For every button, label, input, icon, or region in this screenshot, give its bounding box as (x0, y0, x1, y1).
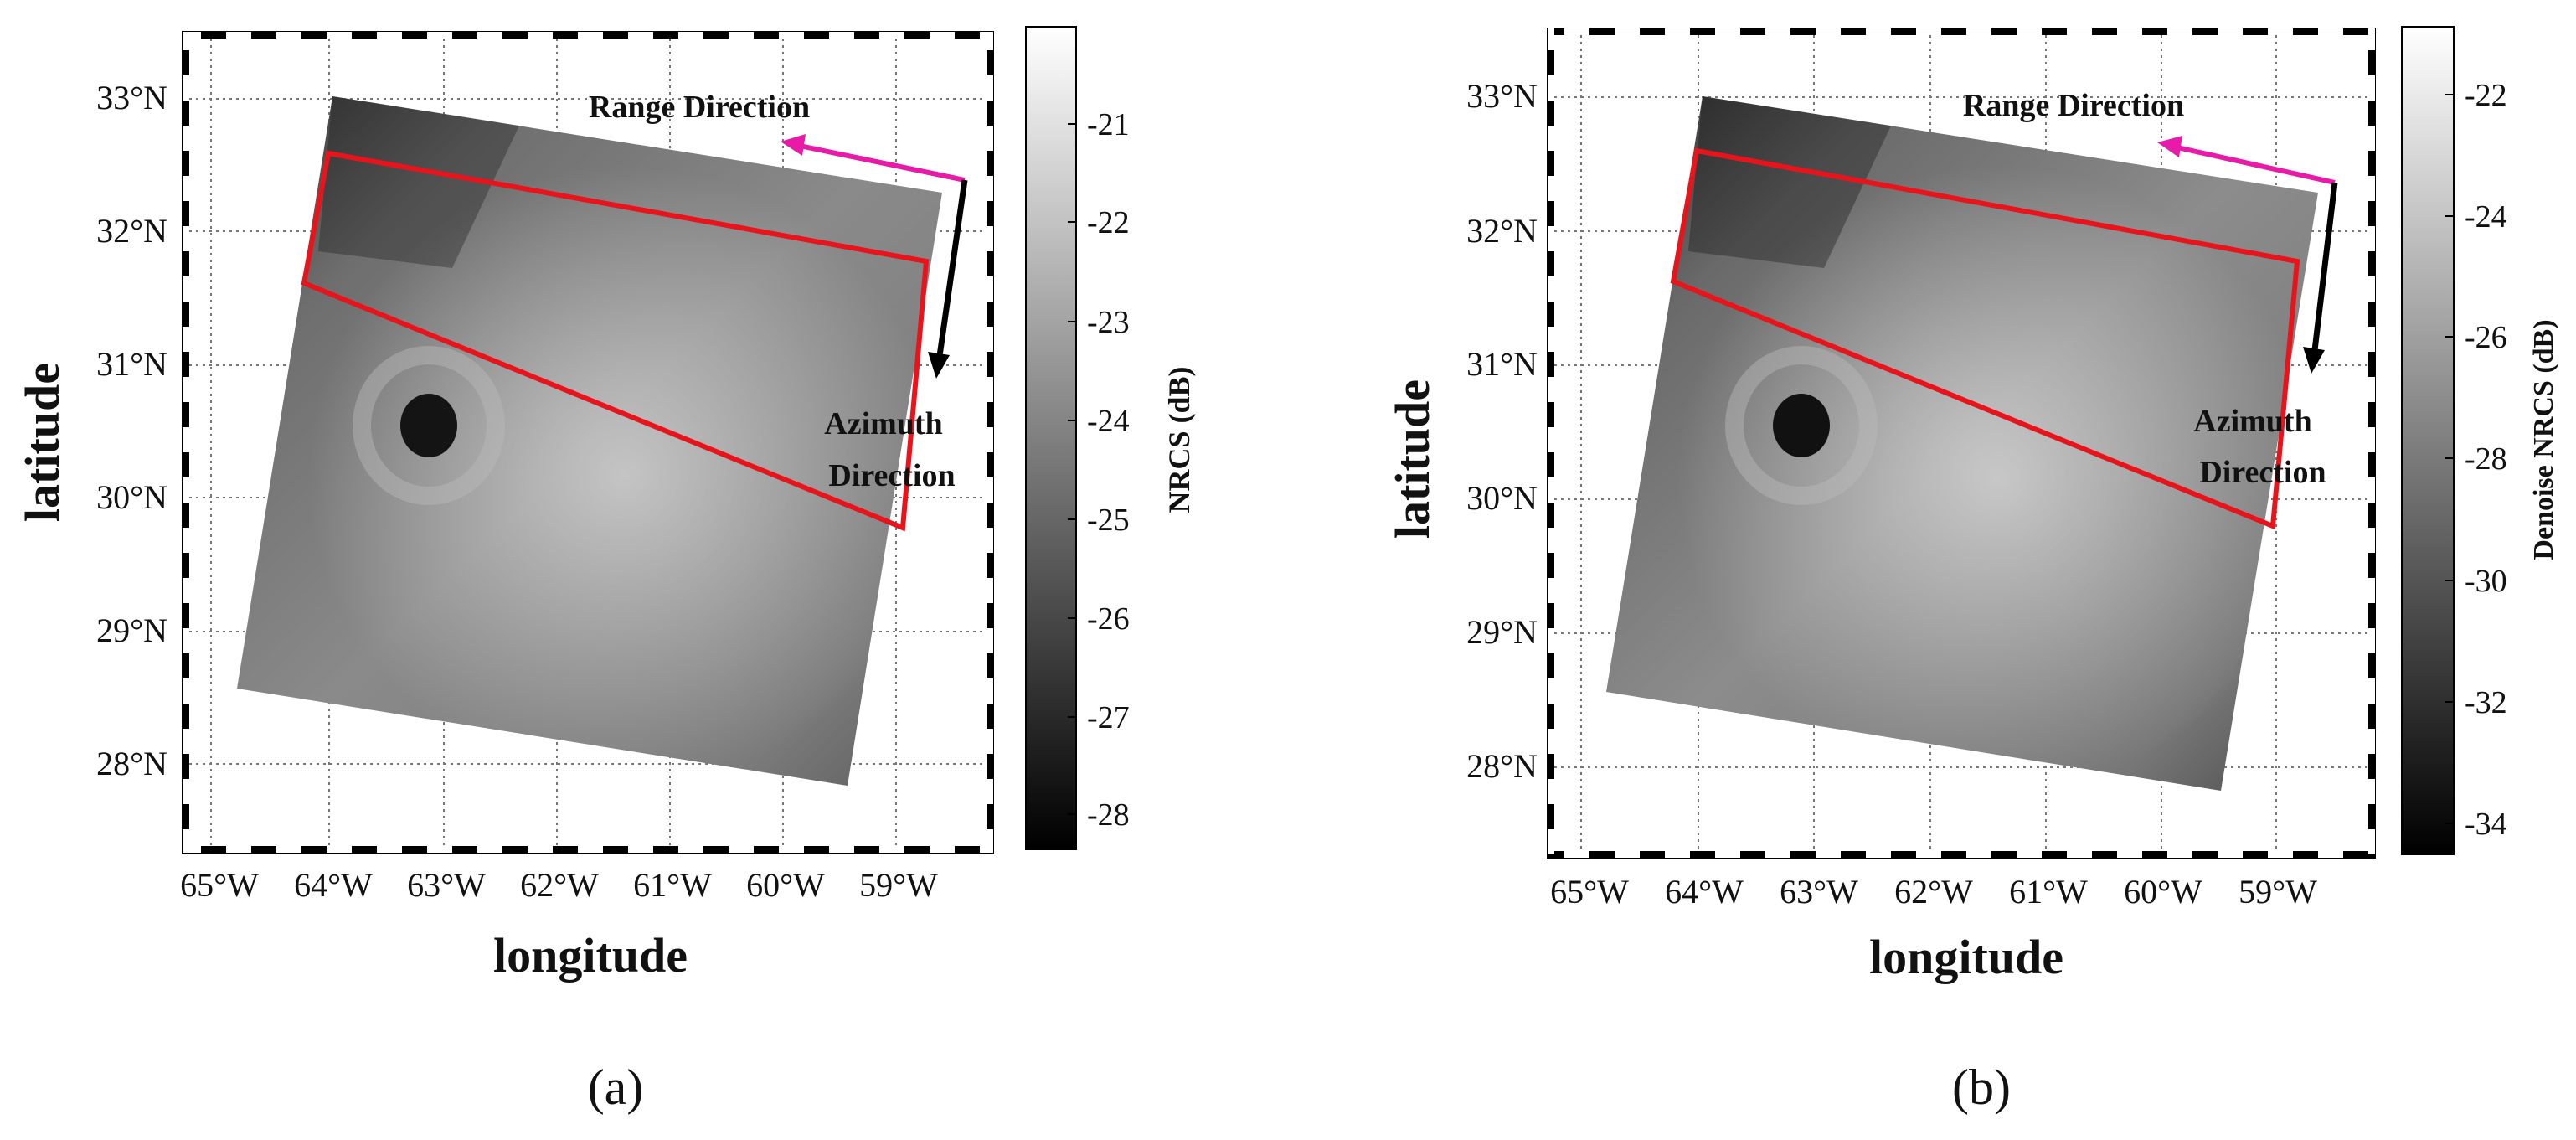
range-direction-label: Range Direction (1963, 88, 2184, 123)
colorbar-tick: -24 (1087, 404, 1130, 439)
colorbar (1025, 26, 1077, 850)
colorbar-ticks (1068, 123, 1076, 815)
lon-tick: 64°W (294, 866, 373, 904)
frame-top (183, 32, 993, 39)
colorbar-tick: -25 (1087, 503, 1130, 538)
lat-tick: 32°N (96, 212, 167, 250)
lat-tick: 29°N (96, 611, 167, 649)
frame-right (987, 32, 993, 853)
figure-panel-a: Range Direction Azimuth Direction 33°N 3… (15, 26, 1196, 1115)
lon-tick: 59°W (859, 866, 938, 904)
lon-tick: 63°W (1780, 873, 1858, 910)
panel-caption: (b) (1952, 1060, 2011, 1115)
hurricane-eye (1773, 394, 1830, 457)
y-axis-label: latitude (15, 363, 70, 522)
frame-left (1548, 28, 1554, 858)
study-region-box (1670, 147, 2300, 530)
colorbar-tick: -30 (2465, 564, 2507, 599)
range-direction-label: Range Direction (589, 90, 810, 125)
range-arrow (2157, 136, 2336, 185)
panel-caption: (a) (588, 1060, 644, 1115)
range-arrow (781, 134, 966, 183)
lon-tick: 64°W (1665, 873, 1744, 910)
lon-tick: 61°W (2009, 873, 2088, 910)
lon-tick: 65°W (1550, 873, 1629, 910)
x-axis-label: longitude (493, 928, 688, 983)
lat-tick: 32°N (1466, 212, 1538, 250)
frame-bottom (1548, 851, 2375, 858)
colorbar-tick: -26 (1087, 601, 1130, 637)
lat-tick: 28°N (1466, 747, 1538, 785)
colorbar-tick: -21 (1087, 107, 1130, 142)
colorbar-tick: -34 (2465, 807, 2507, 842)
lon-tick: 61°W (633, 866, 712, 904)
colorbar-label: Denoise NRCS (dB) (2528, 319, 2559, 560)
azimuth-direction-label-1: Azimuth (2193, 404, 2311, 439)
azimuth-arrow (928, 179, 968, 379)
lon-tick-labels: 65°W 64°W 63°W 62°W 61°W 60°W 59°W (180, 866, 938, 904)
colorbar-tick: -22 (2465, 78, 2507, 113)
colorbar-tick: -28 (1087, 797, 1130, 833)
colorbar-tick: -22 (1087, 205, 1130, 240)
y-axis-label: latitude (1385, 379, 1440, 539)
colorbar-tick: -32 (2465, 685, 2507, 720)
lat-tick-labels: 33°N 32°N 31°N 30°N 29°N 28°N (1466, 77, 1538, 785)
lat-tick: 33°N (96, 79, 167, 116)
lon-tick: 59°W (2239, 873, 2317, 910)
lat-tick: 33°N (1466, 77, 1538, 115)
frame-right (2368, 28, 2375, 858)
colorbar (2401, 26, 2455, 855)
frame-top (1548, 28, 2375, 35)
frame-bottom (183, 846, 993, 853)
colorbar-tick: -27 (1087, 700, 1130, 735)
colorbar-tick: -23 (1087, 305, 1130, 340)
lat-tick: 31°N (1466, 345, 1538, 383)
colorbar-tick-labels: -22 -24 -26 -28 -30 -32 -34 (2465, 78, 2507, 842)
lon-tick: 65°W (180, 866, 259, 904)
lon-tick-labels: 65°W 64°W 63°W 62°W 61°W 60°W 59°W (1550, 873, 2317, 910)
map-a: Range Direction Azimuth Direction 33°N 3… (15, 26, 1196, 1115)
azimuth-arrow (2303, 182, 2338, 374)
lon-tick: 60°W (746, 866, 825, 904)
colorbar-tick: -26 (2465, 320, 2507, 355)
map-b: Range Direction Azimuth Direction 33°N 3… (1385, 26, 2559, 1115)
colorbar-ticks (2445, 94, 2454, 824)
lat-tick-labels: 33°N 32°N 31°N 30°N 29°N 28°N (96, 79, 167, 782)
lat-tick: 31°N (96, 345, 167, 383)
figure-panel-b: Range Direction Azimuth Direction 33°N 3… (1288, 0, 2576, 1140)
lat-tick: 30°N (96, 478, 167, 516)
lon-tick: 60°W (2124, 873, 2202, 910)
azimuth-direction-label-1: Azimuth (824, 406, 942, 441)
lat-tick: 30°N (1466, 479, 1538, 517)
frame-left (183, 32, 189, 853)
colorbar-tick-labels: -21 -22 -23 -24 -25 -26 -27 -28 (1087, 107, 1130, 833)
colorbar-tick: -28 (2465, 441, 2507, 477)
sar-image (237, 96, 942, 786)
colorbar-tick: -24 (2465, 199, 2507, 235)
study-region-box (301, 150, 930, 532)
lat-tick: 28°N (96, 745, 167, 782)
lon-tick: 62°W (520, 866, 599, 904)
x-axis-label: longitude (1869, 930, 2063, 984)
colorbar-label: NRCS (dB) (1162, 366, 1196, 513)
lon-tick: 62°W (1894, 873, 1973, 910)
sar-image (1606, 96, 2318, 791)
azimuth-direction-label-2: Direction (828, 458, 955, 493)
azimuth-direction-label-2: Direction (2199, 455, 2326, 490)
hurricane-eye (400, 394, 457, 457)
lat-tick: 29°N (1466, 613, 1538, 651)
lon-tick: 63°W (407, 866, 486, 904)
